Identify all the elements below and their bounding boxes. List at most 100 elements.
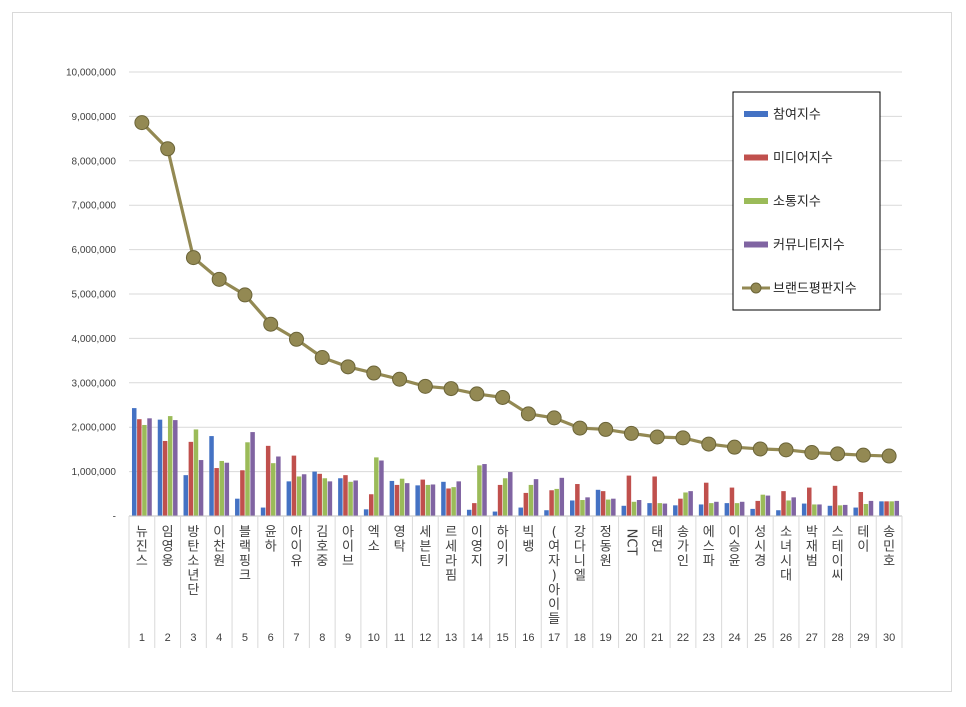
bar-1	[827, 505, 833, 516]
bar-3	[786, 500, 791, 516]
bar-4	[791, 497, 796, 516]
rank-label: 26	[780, 632, 792, 644]
bar-3	[734, 503, 740, 516]
brand-index-point	[134, 115, 150, 131]
brand-index-point	[649, 429, 665, 445]
bar-2	[394, 484, 400, 516]
category-label: NCT	[623, 529, 638, 556]
rank-label: 21	[651, 632, 663, 644]
bar-2	[884, 501, 889, 516]
bar-1	[518, 507, 523, 516]
bar-3	[528, 484, 534, 516]
bar-1	[363, 509, 369, 516]
bar-2	[240, 470, 245, 516]
bar-4	[765, 495, 771, 516]
bar-3	[837, 505, 843, 516]
legend-label: 브랜드평판지수	[773, 282, 857, 297]
rank-label: 7	[293, 632, 299, 644]
brand-index-point	[546, 410, 562, 426]
brand-index-point	[392, 371, 408, 387]
bar-1	[544, 510, 549, 516]
bar-4	[379, 460, 384, 516]
bar-4	[868, 500, 874, 516]
rank-label: 30	[883, 632, 895, 644]
bar-1	[389, 480, 395, 516]
bar-1	[750, 508, 755, 516]
brand-index-point	[495, 389, 511, 405]
rank-label: 17	[548, 632, 560, 644]
bar-3	[631, 501, 637, 516]
legend-label: 미디어지수	[773, 151, 833, 166]
bar-4	[456, 481, 461, 516]
legend-label: 커뮤니티지수	[773, 238, 845, 253]
bar-4	[404, 483, 410, 516]
bar-2	[137, 419, 142, 516]
bar-2	[317, 473, 322, 516]
bar-2	[162, 440, 168, 516]
bar-4	[817, 504, 822, 516]
bar-1	[879, 501, 884, 516]
brand-index-point	[727, 439, 743, 455]
bar-3	[889, 501, 894, 516]
brand-index-line	[134, 115, 897, 464]
bar-3	[760, 494, 766, 516]
bar-4	[276, 456, 281, 516]
legend-swatch	[744, 111, 768, 117]
bar-2	[549, 490, 554, 516]
bar-4	[585, 497, 590, 516]
bar-2	[600, 491, 606, 516]
rank-label: 27	[806, 632, 818, 644]
y-tick-label: 9,000,000	[72, 112, 117, 123]
brand-index-point	[520, 406, 536, 422]
bar-2	[807, 487, 812, 516]
bar-2	[858, 492, 864, 516]
bar-1	[647, 503, 652, 516]
bar-4	[198, 460, 204, 516]
bar-1	[235, 498, 240, 516]
rank-label: 16	[522, 632, 534, 644]
rank-label: 11	[394, 632, 405, 644]
bar-3	[142, 424, 147, 516]
bar-3	[554, 488, 559, 516]
brand-index-point	[598, 421, 614, 437]
bar-3	[863, 504, 869, 516]
bar-1	[492, 511, 498, 516]
legend-swatch	[744, 154, 768, 161]
bars	[131, 408, 900, 516]
rank-label: 1	[139, 632, 145, 644]
bar-2	[291, 455, 297, 516]
bar-2	[781, 491, 786, 516]
bar-2	[703, 482, 709, 516]
brand-index-point	[804, 445, 820, 461]
bar-4	[894, 500, 900, 516]
bar-1	[698, 504, 704, 516]
bar-3	[348, 481, 353, 516]
rank-label: 28	[831, 632, 843, 644]
y-tick-label: 3,000,000	[72, 378, 117, 389]
bar-2	[343, 475, 348, 516]
rank-label: 12	[419, 632, 431, 644]
bar-4	[430, 484, 436, 516]
brand-index-point	[417, 378, 433, 394]
brand-index-point	[185, 250, 201, 266]
bar-4	[250, 432, 255, 516]
bar-1	[776, 510, 781, 516]
legend-box	[732, 91, 881, 311]
brand-index-point	[881, 448, 897, 464]
rank-label: 14	[471, 632, 483, 644]
bar-3	[167, 416, 173, 516]
